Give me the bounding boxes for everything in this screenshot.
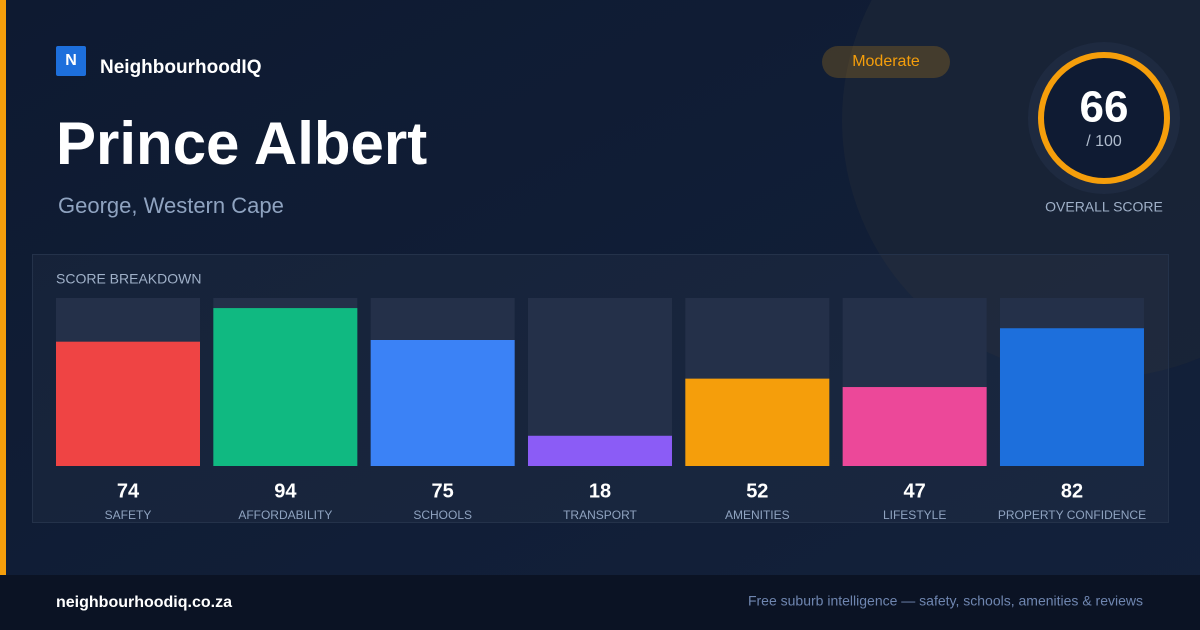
bar-value: 52: [746, 480, 768, 502]
bar: [685, 378, 830, 466]
score-label: OVERALL SCORE: [1045, 199, 1163, 215]
bar: [527, 435, 672, 466]
bar-label: LIFESTYLE: [883, 508, 946, 522]
accent-stripe: [0, 0, 6, 575]
bar: [56, 341, 200, 466]
title: Prince Albert: [56, 110, 427, 177]
score-value: 66: [1080, 83, 1129, 132]
bar: [999, 328, 1144, 466]
bar-value: 82: [1061, 480, 1083, 502]
subtitle: George, Western Cape: [58, 193, 284, 218]
bar-label: PROPERTY CONFIDENCE: [998, 508, 1146, 522]
bar-value: 18: [589, 480, 611, 502]
badge-text: Moderate: [852, 53, 920, 70]
brand: NeighbourhoodIQ: [100, 57, 261, 78]
score-ring: [1038, 52, 1170, 184]
bar-label: AMENITIES: [725, 508, 790, 522]
badge: [822, 46, 950, 78]
bar-label: SAFETY: [105, 508, 152, 522]
bar: [213, 308, 358, 466]
breakdown-panel: [32, 254, 1169, 523]
bar: [842, 387, 987, 466]
footer-site: neighbourhoodiq.co.za: [56, 594, 232, 611]
logo-letter: N: [65, 52, 77, 69]
bar-value: 74: [117, 480, 140, 502]
bar-label: TRANSPORT: [563, 508, 637, 522]
score-max: / 100: [1086, 133, 1122, 150]
footer-tagline: Free suburb intelligence — safety, schoo…: [748, 593, 1143, 609]
logo: [56, 46, 86, 76]
bar-value: 47: [904, 480, 926, 502]
chart-title: SCORE BREAKDOWN: [56, 271, 201, 287]
bar-label: AFFORDABILITY: [238, 508, 332, 522]
bar-label: SCHOOLS: [413, 508, 472, 522]
bar-value: 75: [432, 480, 454, 502]
footer: [0, 575, 1200, 630]
bar: [370, 340, 515, 466]
bar-value: 94: [274, 480, 297, 502]
